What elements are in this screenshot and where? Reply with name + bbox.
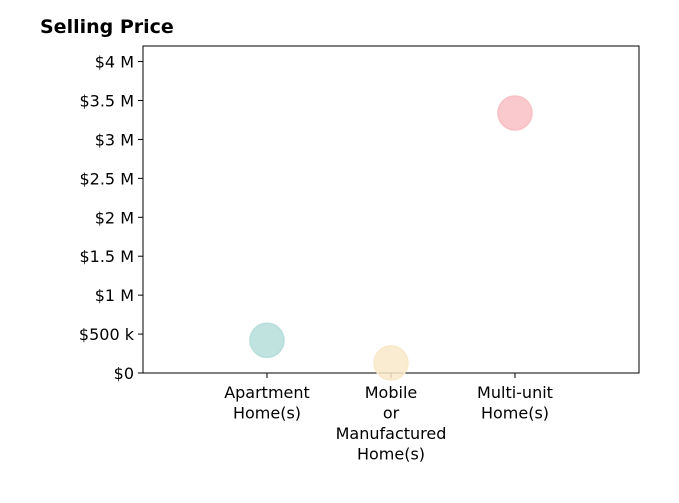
x-tick-label-line: Apartment [224, 383, 310, 402]
x-tick-label-line: Home(s) [481, 404, 549, 423]
x-tick-label-line: Mobile [365, 383, 417, 402]
y-tick-label: $500 k [79, 325, 135, 344]
y-tick-label: $0 [114, 364, 134, 383]
y-tick-label: $3.5 M [79, 92, 134, 111]
y-tick-label: $2 M [95, 208, 134, 227]
data-point[interactable] [497, 95, 533, 131]
x-tick-label: Mobile or Manufactured Home(s) [336, 383, 447, 464]
x-tick-label-line: or [383, 404, 400, 423]
y-tick-label: $1 M [95, 286, 134, 305]
y-tick-label: $3 M [95, 130, 134, 149]
x-tick-label-line: Home(s) [357, 445, 425, 464]
data-points [249, 95, 533, 381]
x-tick-label-line: Multi-unit [477, 383, 553, 402]
y-tick-label: $1.5 M [79, 247, 134, 266]
data-point[interactable] [249, 322, 285, 359]
y-tick-label: $2.5 M [79, 169, 134, 188]
plot-area-frame [142, 45, 640, 374]
x-tick-label: Apartment Home(s) [224, 383, 310, 423]
x-tick-label-line: Manufactured [336, 424, 447, 443]
y-axis: $0 $500 k $1 M $1.5 M $2 M $2.5 M $3 M $3.5 M $4… [79, 53, 143, 383]
x-tick-label: Multi-unit Home(s) [477, 383, 553, 423]
chart-title: Selling Price [40, 16, 174, 38]
y-tick-label: $4 M [95, 53, 134, 72]
data-point[interactable] [373, 345, 409, 381]
x-tick-label-line: Home(s) [233, 404, 301, 423]
x-axis: Apartment Home(s) Mobile or Manufactured Home… [224, 373, 553, 464]
